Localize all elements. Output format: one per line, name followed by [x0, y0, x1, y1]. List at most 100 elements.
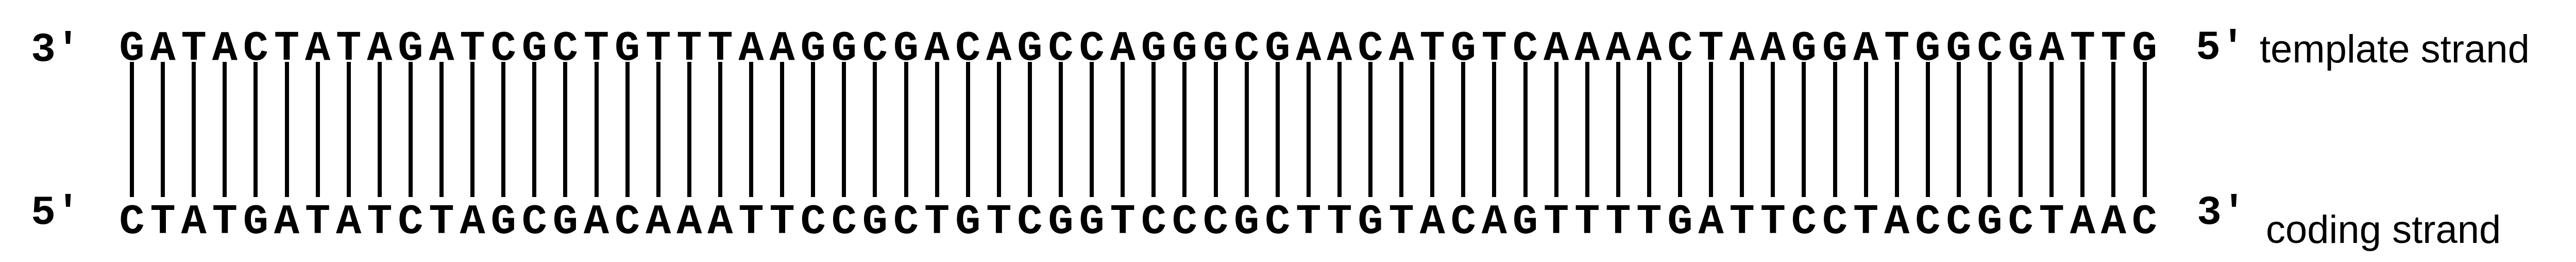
coding-base: T — [1853, 198, 1879, 246]
base-pair-bond — [1461, 62, 1466, 197]
coding-base: C — [1791, 198, 1817, 246]
coding-base: G — [1977, 198, 2003, 246]
base-pair-bond — [1430, 62, 1435, 197]
coding-left-end-label: 5' — [31, 190, 81, 237]
base-pair-bond — [1554, 62, 1558, 197]
template-strand-name: template strand — [2260, 27, 2530, 71]
base-pair-bond — [996, 62, 1001, 197]
coding-base: A — [181, 198, 207, 246]
coding-base: T — [1110, 198, 1136, 246]
base-pair-bonds — [116, 62, 2161, 197]
coding-base: T — [1327, 198, 1352, 246]
base-pair-bond — [1399, 62, 1404, 197]
base-pair-bond — [1956, 62, 1961, 197]
base-pair-bond — [718, 62, 722, 197]
coding-base: G — [1358, 198, 1383, 246]
coding-base: G — [1233, 198, 1260, 246]
base-pair-bond — [1925, 62, 1930, 197]
base-pair-bond — [1771, 62, 1775, 197]
coding-base: C — [1172, 198, 1197, 246]
base-pair-bond — [1988, 62, 1992, 197]
base-pair-bond — [1090, 62, 1094, 197]
coding-base: T — [1760, 198, 1786, 246]
coding-base: G — [552, 198, 578, 246]
base-pair-bond — [656, 62, 660, 197]
coding-base: C — [398, 198, 423, 246]
coding-base: T — [924, 198, 950, 246]
base-pair-bond — [1306, 62, 1311, 197]
coding-base: C — [1265, 198, 1291, 246]
base-pair-bond — [1523, 62, 1528, 197]
coding-base: C — [2008, 198, 2033, 246]
coding-base: T — [150, 198, 176, 246]
coding-base: C — [1017, 198, 1043, 246]
coding-base: C — [893, 198, 919, 246]
coding-base: T — [1605, 198, 1631, 246]
base-pair-bond — [284, 62, 289, 197]
base-pair-bond — [563, 62, 568, 197]
coding-base: G — [1667, 198, 1693, 246]
coding-base: T — [212, 198, 238, 246]
coding-base: A — [2100, 198, 2126, 246]
coding-base: T — [1636, 198, 1662, 246]
base-pair-bond — [2019, 62, 2023, 197]
coding-base: T — [769, 198, 795, 246]
coding-base: T — [1296, 198, 1321, 246]
base-pair-bond — [780, 62, 785, 197]
base-pair-bond — [223, 62, 227, 197]
base-pair-bond — [1213, 62, 1218, 197]
base-pair-bond — [811, 62, 816, 197]
base-pair-bond — [1833, 62, 1837, 197]
base-pair-bond — [904, 62, 908, 197]
base-pair-bond — [1585, 62, 1589, 197]
coding-base: T — [986, 198, 1012, 246]
coding-base: A — [2070, 198, 2095, 246]
template-right-end-label: 5' — [2196, 25, 2246, 72]
coding-base: C — [1450, 198, 1476, 246]
base-pair-bond — [161, 62, 165, 197]
coding-base: A — [336, 198, 362, 246]
coding-base: T — [1388, 198, 1414, 246]
base-pair-bond — [1740, 62, 1744, 197]
base-pair-bond — [1244, 62, 1249, 197]
coding-base: A — [274, 198, 300, 246]
coding-base: C — [831, 198, 857, 246]
coding-base: C — [1822, 198, 1848, 246]
coding-base: A — [1884, 198, 1910, 246]
base-pair-bond — [1121, 62, 1125, 197]
coding-base: A — [583, 198, 609, 246]
coding-base: T — [429, 198, 454, 246]
coding-base: G — [243, 198, 268, 246]
base-pair-bond — [1802, 62, 1806, 197]
base-pair-bond — [625, 62, 630, 197]
coding-strand-name: coding strand — [2266, 208, 2501, 252]
base-pair-bond — [687, 62, 691, 197]
base-pair-bond — [1027, 62, 1032, 197]
coding-base: A — [676, 198, 702, 246]
base-pair-bond — [2080, 62, 2085, 197]
base-pair-bond — [1492, 62, 1497, 197]
coding-base: G — [1048, 198, 1074, 246]
coding-base: C — [521, 198, 547, 246]
base-pair-bond — [2049, 62, 2054, 197]
base-pair-bond — [749, 62, 753, 197]
base-pair-bond — [2142, 62, 2147, 197]
coding-base: A — [646, 198, 671, 246]
coding-base: C — [800, 198, 826, 246]
coding-base: T — [1729, 198, 1755, 246]
base-pair-bond — [1863, 62, 1868, 197]
coding-base: C — [2131, 198, 2158, 246]
coding-base: T — [367, 198, 393, 246]
coding-base: T — [1574, 198, 1600, 246]
base-pair-bond — [1616, 62, 1620, 197]
base-pair-bond — [408, 62, 413, 197]
coding-base: C — [614, 198, 640, 246]
coding-base: A — [1698, 198, 1724, 246]
base-pair-bond — [935, 62, 939, 197]
coding-base: G — [1512, 198, 1538, 246]
base-pair-bond — [532, 62, 537, 197]
base-pair-bond — [130, 62, 134, 197]
template-left-end-label: 3' — [31, 27, 81, 74]
coding-base: T — [2039, 198, 2064, 246]
